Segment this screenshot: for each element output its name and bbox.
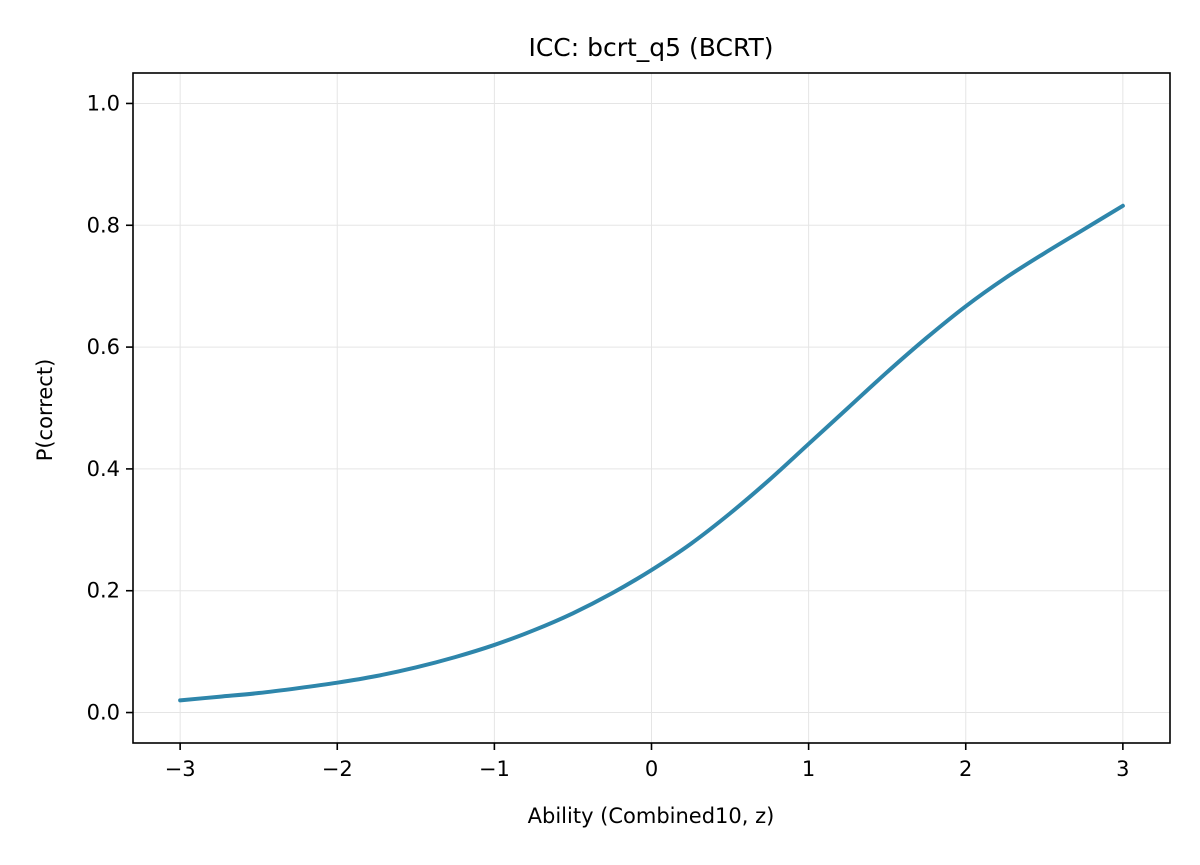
y-tick-label: 0.8 — [87, 213, 120, 237]
x-tick-label: −3 — [165, 757, 196, 781]
y-tick-label: 1.0 — [87, 91, 120, 115]
y-tick-label: 0.2 — [87, 579, 120, 603]
grid — [133, 73, 1170, 743]
x-tick-label: 2 — [959, 757, 972, 781]
x-tick-label: 0 — [645, 757, 658, 781]
y-tick-label: 0.0 — [87, 701, 120, 725]
icc-curve-line — [178, 203, 1125, 703]
y-axis-ticks: 0.0 0.2 0.4 0.6 0.8 1.0 — [87, 91, 133, 725]
x-tick-label: −1 — [479, 757, 510, 781]
chart-title: ICC: bcrt_q5 (BCRT) — [528, 33, 773, 62]
series-layer — [178, 203, 1125, 703]
x-tick-label: −2 — [322, 757, 353, 781]
y-axis-label: P(correct) — [33, 359, 57, 462]
x-axis-ticks: −3 −2 −1 0 1 2 3 — [165, 743, 1130, 781]
y-tick-label: 0.4 — [87, 457, 120, 481]
y-tick-label: 0.6 — [87, 335, 120, 359]
x-tick-label: 3 — [1116, 757, 1129, 781]
x-tick-label: 1 — [802, 757, 815, 781]
x-axis-label: Ability (Combined10, z) — [528, 804, 775, 828]
